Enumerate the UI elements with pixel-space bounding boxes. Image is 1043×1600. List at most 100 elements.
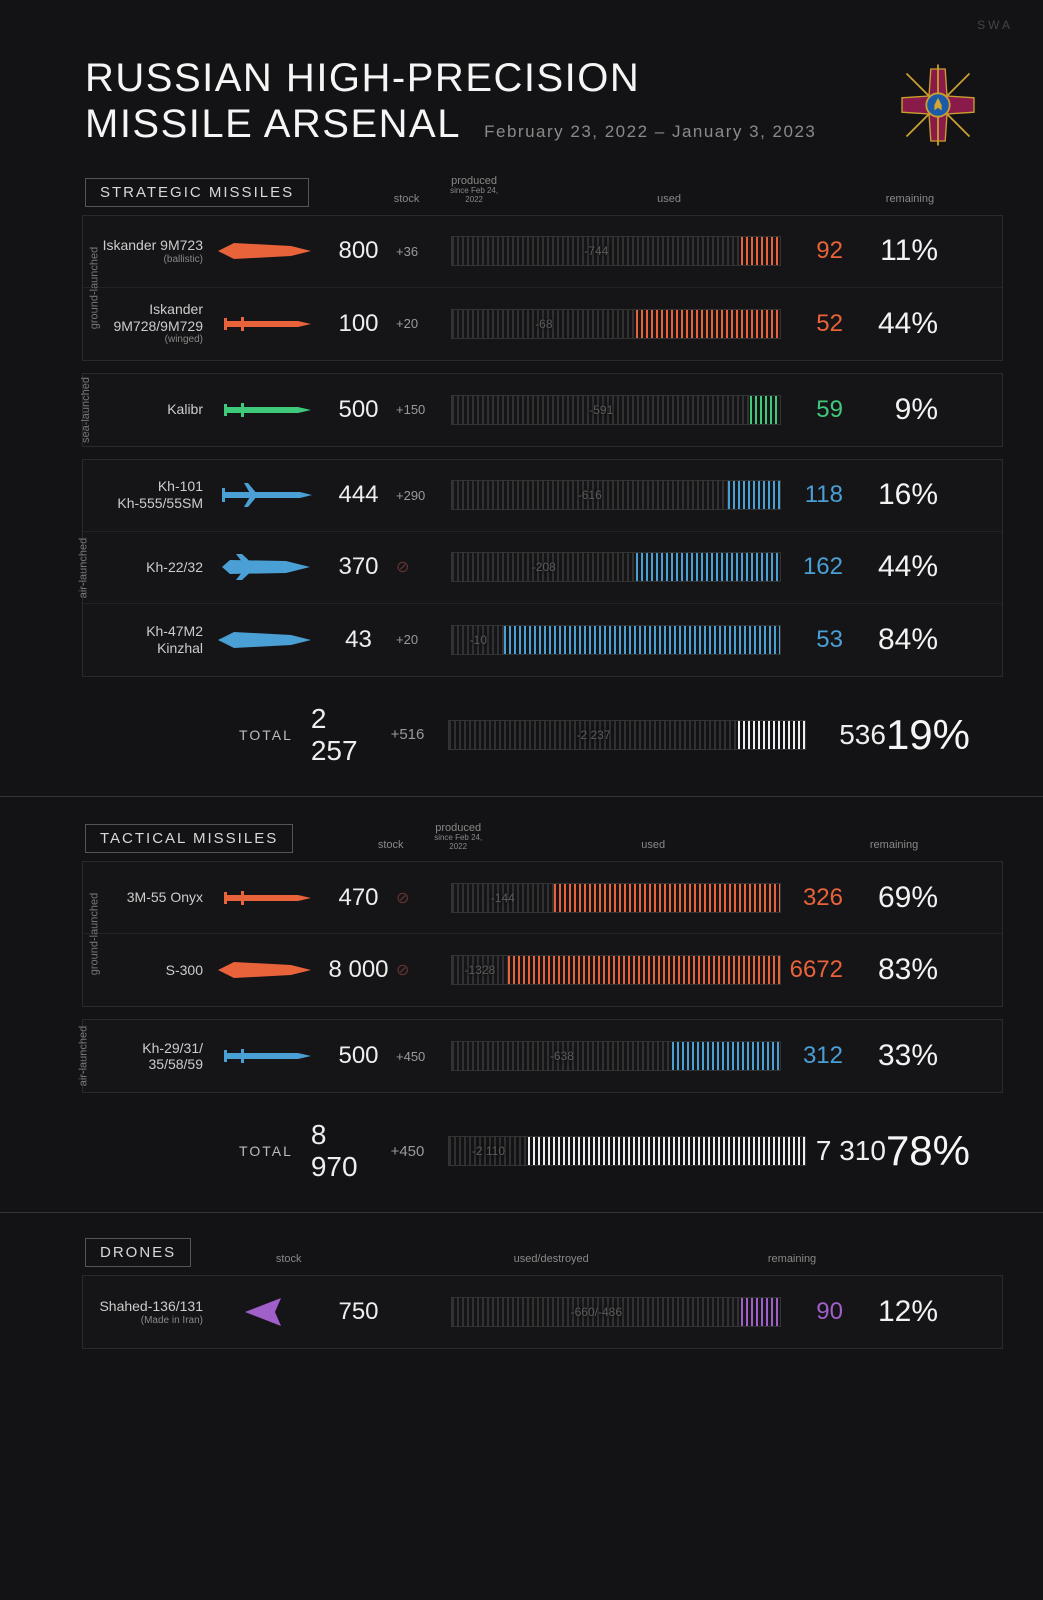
- total-remaining: 536: [806, 719, 886, 751]
- total-remaining: 7 310: [806, 1135, 886, 1167]
- missile-icon: [211, 958, 321, 982]
- remaining-value: 118: [781, 481, 843, 509]
- usage-bar: -208: [451, 552, 781, 582]
- produced-value: +36: [396, 244, 451, 259]
- stock-value: 444: [321, 481, 396, 509]
- stock-value: 370: [321, 553, 396, 581]
- total-stock: 8 970: [311, 1119, 381, 1183]
- stock-value: 470: [321, 884, 396, 912]
- total-label: TOTAL: [82, 1143, 311, 1159]
- total-produced: +450: [391, 1143, 441, 1160]
- no-production-icon: ⊘: [396, 559, 409, 576]
- missile-name: Shahed-136/131(Made in Iran): [91, 1298, 211, 1327]
- title-line2: MISSILE ARSENAL February 23, 2022 – Janu…: [85, 101, 816, 147]
- col-remaining: remaining: [818, 839, 918, 851]
- remaining-value: 162: [781, 553, 843, 581]
- total-percent: 19%: [886, 711, 995, 759]
- section: TACTICAL MISSILES stock producedsince Fe…: [0, 822, 1043, 1208]
- remaining-value: 90: [781, 1298, 843, 1326]
- usage-bar: -744: [451, 236, 781, 266]
- total-percent: 78%: [886, 1127, 995, 1175]
- missile-row: Kh-101Kh-555/55SM 444 +290 -616 118 16%: [83, 460, 1002, 532]
- stock-value: 8 000: [321, 956, 396, 984]
- launch-group: ground-launched Iskander 9M723(ballistic…: [82, 215, 1003, 361]
- date-range: February 23, 2022 – January 3, 2023: [484, 122, 816, 141]
- missile-icon: [211, 481, 321, 509]
- col-stock: stock: [251, 1253, 326, 1265]
- col-remaining: remaining: [716, 1253, 816, 1265]
- percent-value: 16%: [843, 478, 948, 512]
- group-label: ground-launched: [88, 246, 100, 329]
- missile-row: Iskander 9M723(ballistic) 800 +36 -744 9…: [83, 216, 1002, 288]
- remaining-value: 52: [781, 310, 843, 338]
- remaining-value: 312: [781, 1042, 843, 1070]
- remaining-value: 6672: [781, 956, 843, 984]
- title-line1: RUSSIAN HIGH-PRECISION: [85, 55, 816, 101]
- usage-bar: -638: [451, 1041, 781, 1071]
- total-stock: 2 257: [311, 703, 381, 767]
- missile-row: Kh-22/32 370 ⊘ -208 162 44%: [83, 532, 1002, 604]
- column-headers: stock producedsince Feb 24, 2022 used re…: [293, 822, 1003, 852]
- launch-group: ground-launched 3M-55 Onyx 470 ⊘ -144 32…: [82, 861, 1003, 1007]
- usage-bar: -2 237: [448, 720, 806, 750]
- usage-bar: -144: [451, 883, 781, 913]
- col-remaining: remaining: [834, 193, 934, 205]
- header: RUSSIAN HIGH-PRECISION MISSILE ARSENAL F…: [0, 0, 1043, 175]
- missile-icon: [211, 886, 321, 910]
- stock-value: 100: [321, 310, 396, 338]
- missile-name: Kh-29/31/35/58/59: [91, 1040, 211, 1074]
- col-used: used: [488, 839, 818, 851]
- missile-icon: [211, 552, 321, 582]
- missile-name: Iskander 9M728/9M729(winged): [91, 301, 211, 347]
- totals-row: TOTAL 8 970 +450 -2 110 7 310 78%: [40, 1105, 1003, 1207]
- usage-bar: -616: [451, 480, 781, 510]
- produced-value: ⊘: [396, 888, 451, 908]
- col-used: used/destroyed: [386, 1253, 716, 1265]
- usage-bar: -1328: [451, 955, 781, 985]
- missile-name: Iskander 9M723(ballistic): [91, 237, 211, 266]
- stock-value: 750: [321, 1298, 396, 1326]
- percent-value: 44%: [843, 550, 948, 584]
- group-label: air-launched: [77, 1026, 89, 1087]
- missile-name: 3M-55 Onyx: [91, 889, 211, 906]
- missile-icon: [211, 1294, 321, 1330]
- section: STRATEGIC MISSILES stock producedsince F…: [0, 175, 1043, 791]
- usage-bar: -10: [451, 625, 781, 655]
- launch-group: air-launched Kh-101Kh-555/55SM 444 +290 …: [82, 459, 1003, 677]
- col-used: used: [504, 193, 834, 205]
- produced-value: +290: [396, 488, 451, 503]
- missile-icon: [211, 312, 321, 336]
- launch-group: sea-launched Kalibr 500 +150 -591 59 9%: [82, 373, 1003, 447]
- usage-bar: -660/-486: [451, 1297, 781, 1327]
- col-produced: producedsince Feb 24, 2022: [444, 175, 504, 205]
- no-production-icon: ⊘: [396, 890, 409, 907]
- stock-value: 43: [321, 626, 396, 654]
- stock-value: 500: [321, 1042, 396, 1070]
- launch-group: Shahed-136/131(Made in Iran) 750 -660/-4…: [82, 1275, 1003, 1349]
- missile-icon: [211, 1044, 321, 1068]
- emblem-icon: [893, 60, 983, 150]
- missile-row: Kalibr 500 +150 -591 59 9%: [83, 374, 1002, 446]
- missile-name: Kh-47M2Kinzhal: [91, 623, 211, 657]
- percent-value: 84%: [843, 623, 948, 657]
- section-divider: [0, 796, 1043, 797]
- watermark: SWA: [977, 18, 1013, 32]
- group-label: sea-launched: [80, 377, 92, 443]
- section-label: DRONES: [85, 1238, 191, 1267]
- produced-value: +150: [396, 402, 451, 417]
- col-stock: stock: [369, 193, 444, 205]
- group-label: ground-launched: [88, 893, 100, 976]
- remaining-value: 59: [781, 396, 843, 424]
- produced-value: +450: [396, 1049, 451, 1064]
- usage-bar: -68: [451, 309, 781, 339]
- remaining-value: 53: [781, 626, 843, 654]
- missile-name: Kalibr: [91, 401, 211, 418]
- missile-row: 3M-55 Onyx 470 ⊘ -144 326 69%: [83, 862, 1002, 934]
- group-label: air-launched: [77, 537, 89, 598]
- percent-value: 12%: [843, 1295, 948, 1329]
- missile-row: Iskander 9M728/9M729(winged) 100 +20 -68…: [83, 288, 1002, 360]
- title-block: RUSSIAN HIGH-PRECISION MISSILE ARSENAL F…: [85, 55, 816, 147]
- section: DRONES stock used/destroyed remaining Sh…: [0, 1238, 1043, 1349]
- stock-value: 500: [321, 396, 396, 424]
- section-label: TACTICAL MISSILES: [85, 824, 293, 853]
